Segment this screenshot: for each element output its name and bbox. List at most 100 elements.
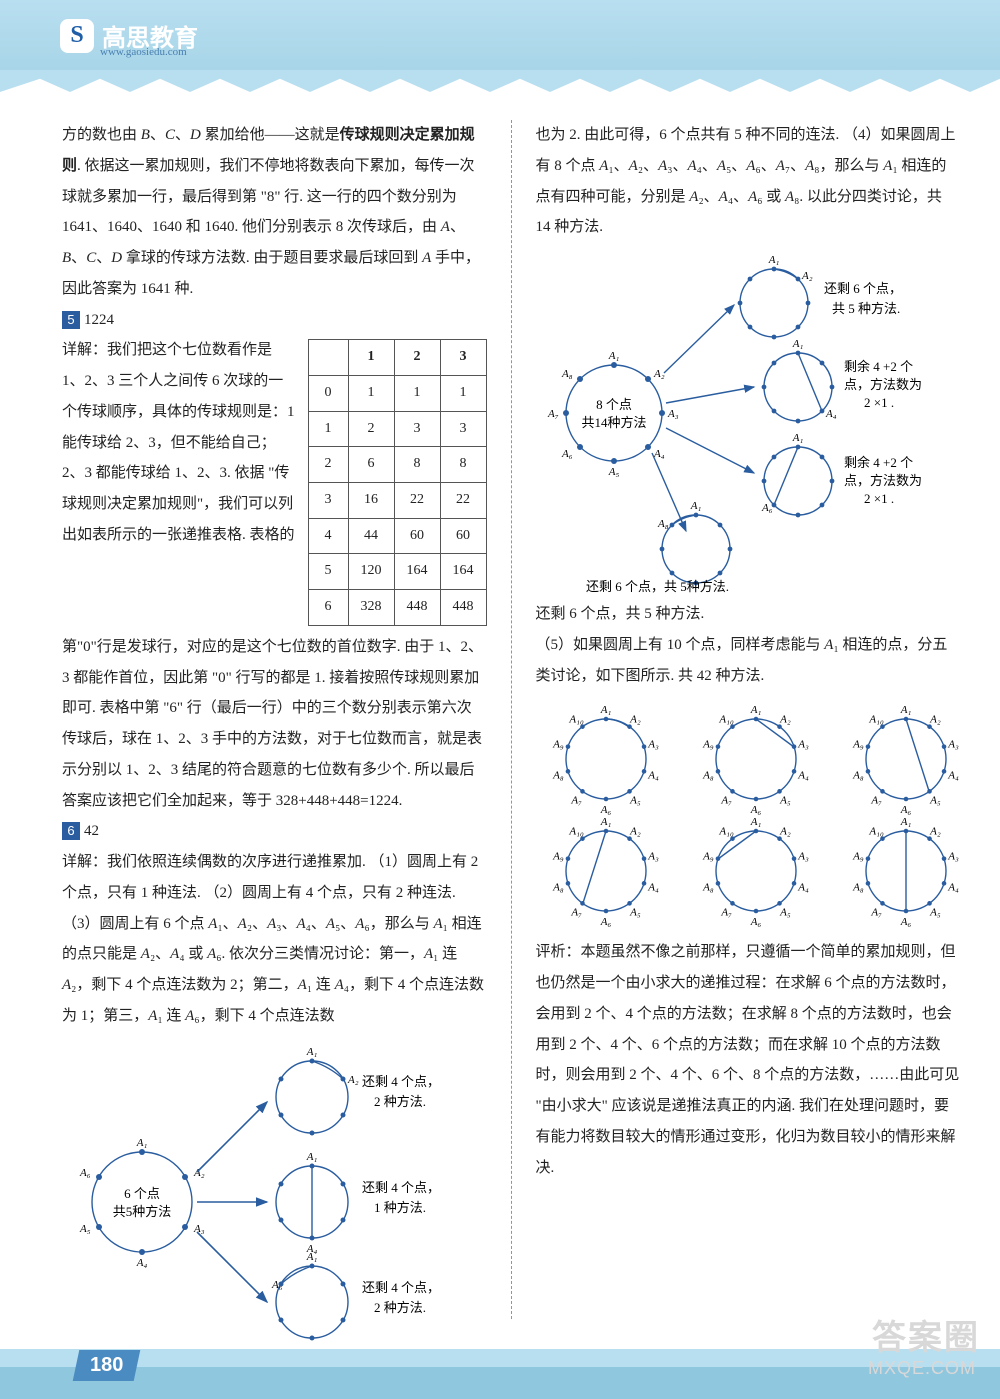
svg-text:A₈: A₈ — [657, 518, 669, 530]
svg-text:2 ×1 .: 2 ×1 . — [864, 395, 894, 410]
svg-text:共14种方法: 共14种方法 — [581, 415, 646, 430]
svg-text:A₃: A₃ — [947, 851, 959, 863]
footer-band — [0, 1363, 1000, 1399]
svg-text:A₁: A₁ — [306, 1251, 318, 1263]
svg-text:A₁: A₁ — [899, 816, 911, 828]
svg-text:共5种方法: 共5种方法 — [113, 1204, 172, 1219]
svg-text:A₅: A₅ — [629, 907, 641, 919]
q5-answer: 1224 — [84, 312, 114, 328]
svg-text:A₂: A₂ — [347, 1074, 359, 1086]
svg-text:A₄: A₄ — [647, 882, 659, 894]
svg-text:A₁: A₁ — [306, 1151, 318, 1163]
svg-text:A₉: A₉ — [702, 851, 714, 863]
left-para-2b: 第"0"行是发球行，对应的是这个七位数的首位数字. 由于 1、2、3 都能作首位… — [62, 632, 487, 817]
svg-text:A₈: A₈ — [702, 882, 714, 894]
diagram-10-points: A₁ A₂ A₃ A₄ A₅ A₆ A₇ A₈ A₉ A₁₀ A₁ A₂ A₃ A₄ A₅ A₆ A₇ A₈ A₉ A… — [536, 701, 961, 931]
svg-text:还剩 6 个点，: 还剩 6 个点， — [824, 281, 902, 296]
svg-text:A₂: A₂ — [929, 826, 941, 838]
svg-text:1 种方法.: 1 种方法. — [374, 1200, 426, 1215]
watermark-main: 答案圈 — [872, 1310, 980, 1359]
right-para-4: 评析：本题虽然不像之前那样，只遵循一个简单的累加规则，但也仍然是一个由小求大的递… — [536, 937, 961, 1183]
svg-text:A₈: A₈ — [702, 770, 714, 782]
svg-text:A₄: A₄ — [797, 882, 809, 894]
svg-text:A₁: A₁ — [689, 500, 701, 512]
svg-text:A₈: A₈ — [852, 882, 864, 894]
svg-text:A₄: A₄ — [797, 770, 809, 782]
svg-text:A₄: A₄ — [947, 882, 959, 894]
column-divider — [511, 120, 512, 1319]
page-number: 180 — [73, 1350, 141, 1381]
svg-text:A₅: A₅ — [79, 1223, 91, 1235]
svg-text:还剩 6 个点，共 5种方法.: 还剩 6 个点，共 5种方法. — [586, 579, 729, 593]
svg-text:A₁: A₁ — [607, 350, 619, 362]
svg-text:A₁: A₁ — [767, 254, 779, 266]
svg-text:A₂: A₂ — [779, 714, 791, 726]
svg-text:点，方法数为: 点，方法数为 — [844, 377, 922, 392]
recurrence-table: 123 0111 1233 2688 3162222 4446060 51201… — [308, 339, 487, 626]
svg-text:A₁₀: A₁₀ — [868, 826, 884, 838]
q6-badge: 6 — [62, 822, 80, 840]
svg-text:A₂: A₂ — [929, 714, 941, 726]
svg-text:A₃: A₃ — [947, 739, 959, 751]
svg-text:剩余 4 +2 个: 剩余 4 +2 个 — [844, 455, 913, 470]
svg-text:A₆: A₆ — [79, 1167, 91, 1179]
svg-text:A₁: A₁ — [899, 704, 911, 716]
svg-text:还剩 4 个点，: 还剩 4 个点， — [362, 1280, 440, 1295]
svg-text:2 种方法.: 2 种方法. — [374, 1300, 426, 1315]
svg-text:A₁: A₁ — [306, 1046, 318, 1058]
right-para-2: 还剩 6 个点，共 5 种方法. — [536, 599, 961, 630]
svg-text:A₄: A₄ — [136, 1257, 148, 1269]
svg-text:A₆: A₆ — [561, 448, 573, 460]
svg-text:A₉: A₉ — [852, 739, 864, 751]
svg-text:8 个点: 8 个点 — [596, 397, 632, 412]
svg-text:A₁₀: A₁₀ — [568, 826, 584, 838]
svg-text:A₁: A₁ — [791, 338, 803, 350]
q6-line: 642 — [62, 816, 487, 847]
svg-text:A₄: A₄ — [825, 408, 837, 420]
svg-text:A₉: A₉ — [552, 739, 564, 751]
svg-text:2 ×1 .: 2 ×1 . — [864, 491, 894, 506]
svg-text:A₂: A₂ — [629, 826, 641, 838]
svg-text:A₈: A₈ — [852, 770, 864, 782]
right-para-3: （5）如果圆周上有 10 个点，同样考虑能与 A₁ 相连的点，分五类讨论，如下图… — [536, 630, 961, 692]
svg-text:A₉: A₉ — [852, 851, 864, 863]
svg-text:A₂: A₂ — [779, 826, 791, 838]
left-para-3: 详解：我们依照连续偶数的次序进行递推累加. （1）圆周上有 2 个点，只有 1 … — [62, 847, 487, 1032]
svg-text:A₁: A₁ — [749, 704, 761, 716]
svg-text:A₇: A₇ — [570, 795, 582, 807]
svg-text:A₉: A₉ — [702, 739, 714, 751]
svg-text:A₆: A₆ — [761, 502, 773, 514]
logo-icon: S — [60, 19, 94, 53]
svg-text:A₅: A₅ — [779, 795, 791, 807]
svg-text:A₆: A₆ — [271, 1279, 283, 1291]
svg-text:A₁₀: A₁₀ — [718, 826, 734, 838]
svg-text:A₇: A₇ — [547, 408, 559, 420]
left-column: 方的数也由 B、C、D 累加给他——这就是传球规则决定累加规则. 依据这一累加规… — [62, 120, 487, 1319]
svg-text:A₅: A₅ — [779, 907, 791, 919]
svg-text:A₈: A₈ — [561, 368, 573, 380]
diagram-6-points: A₁ A₂ A₃ A₄ A₅ A₆ 6 个点 共5种方法 — [62, 1042, 487, 1342]
svg-text:A₄: A₄ — [947, 770, 959, 782]
svg-text:A₈: A₈ — [552, 882, 564, 894]
svg-text:A₃: A₃ — [647, 851, 659, 863]
svg-text:A₆: A₆ — [599, 916, 611, 928]
svg-text:A₂: A₂ — [193, 1167, 205, 1179]
q6-answer: 42 — [84, 823, 99, 839]
logo-url: www.gaosiedu.com — [100, 46, 187, 58]
svg-text:A₁: A₁ — [136, 1137, 148, 1149]
right-para-1: 也为 2. 由此可得，6 个点共有 5 种不同的连法. （4）如果圆周上有 8 … — [536, 120, 961, 243]
svg-text:A₇: A₇ — [870, 907, 882, 919]
svg-text:A₁: A₁ — [599, 816, 611, 828]
svg-text:A₂: A₂ — [629, 714, 641, 726]
svg-text:还剩 4 个点，: 还剩 4 个点， — [362, 1074, 440, 1089]
svg-text:A₅: A₅ — [629, 795, 641, 807]
page-content: 方的数也由 B、C、D 累加给他——这就是传球规则决定累加规则. 依据这一累加规… — [62, 120, 960, 1319]
svg-text:A₁₀: A₁₀ — [868, 714, 884, 726]
svg-text:A₃: A₃ — [667, 408, 679, 420]
svg-text:A₄: A₄ — [647, 770, 659, 782]
watermark-sub: MXQE.COM — [868, 1358, 976, 1379]
svg-text:A₃: A₃ — [797, 739, 809, 751]
svg-text:A₉: A₉ — [552, 851, 564, 863]
zigzag-top-decor — [0, 70, 1000, 92]
svg-text:A₆: A₆ — [899, 916, 911, 928]
